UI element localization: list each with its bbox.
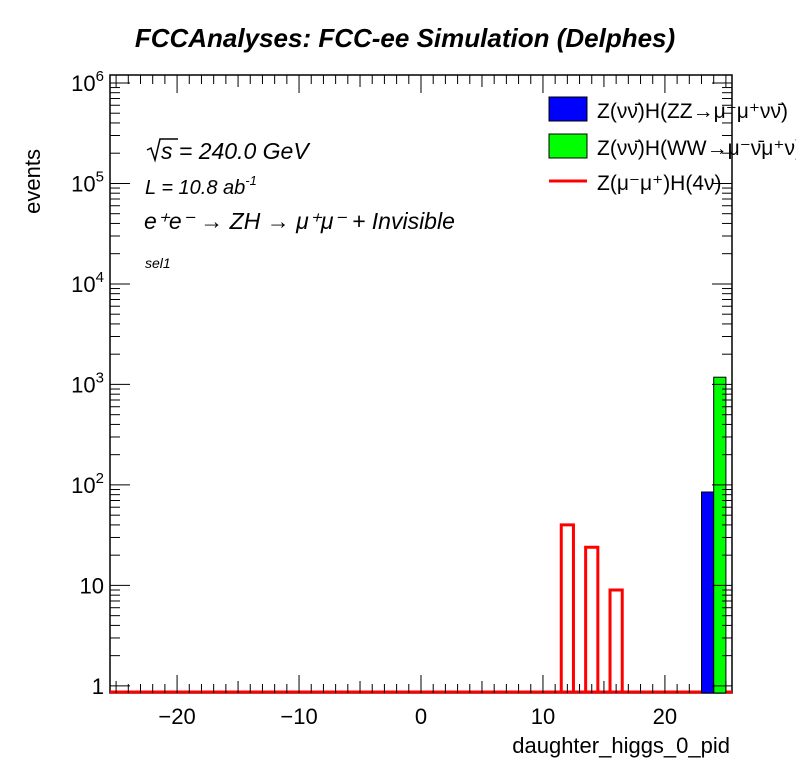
bar-series-2-bin-2 (608, 588, 624, 693)
legend-entry-4nu: Z(μ⁻μ⁺)H(4ν) (549, 172, 722, 195)
y-tick-label: 1 (92, 674, 104, 699)
y-tick-label: 10 (80, 573, 104, 598)
plot-frame (109, 74, 733, 694)
annotation-selection: sel1 (145, 255, 171, 271)
y-tick-label: 104 (71, 269, 104, 297)
annotation-process: e⁺e⁻ → ZH → μ⁺μ⁻ + Invisible (144, 208, 455, 234)
legend: Z(νν̄)H(ZZ→μ⁻μ⁺νν̄) Z(νν̄)H(WW→μ⁻ν̄μ⁺ν) … (548, 96, 796, 195)
y-axis-ticks: 1 10 102 103 104 105 106 (71, 68, 732, 699)
legend-label-ww: Z(νν̄)H(WW→μ⁻ν̄μ⁺ν) (597, 137, 796, 160)
sqrt-symbol (146, 138, 178, 163)
bar-series-1-bin-0 (713, 376, 727, 694)
x-axis-label: daughter_higgs_0_pid (512, 733, 730, 758)
legend-label-4nu: Z(μ⁻μ⁺)H(4ν) (597, 172, 722, 195)
legend-swatch-ww (548, 133, 588, 159)
lumi-text: L = 10.8 ab (145, 177, 245, 199)
bar-series-0-bin-0 (701, 491, 715, 694)
legend-entry-ww: Z(νν̄)H(WW→μ⁻ν̄μ⁺ν) (548, 133, 796, 160)
legend-entry-zz: Z(νν̄)H(ZZ→μ⁻μ⁺νν̄) (548, 96, 788, 123)
chart-title: FCCAnalyses: FCC-ee Simulation (Delphes) (135, 23, 675, 53)
y-tick-label: 105 (71, 168, 104, 196)
annotation-sqrt-s: s = 240.0 GeV (146, 138, 311, 164)
legend-swatch-zz (548, 96, 588, 122)
annotation-lumi: L = 10.8 ab-1 (145, 173, 257, 199)
bars-layer (559, 376, 727, 694)
bar-series-2-bin-1 (584, 545, 600, 693)
sqrt-s-text: s = 240.0 GeV (161, 138, 311, 164)
y-tick-label: 102 (71, 470, 104, 498)
lumi-exponent: -1 (245, 173, 257, 188)
y-tick-label: 103 (71, 369, 104, 397)
x-tick-label: 0 (415, 704, 427, 729)
x-tick-label: −10 (280, 704, 317, 729)
x-tick-label: 10 (531, 704, 555, 729)
x-tick-label: −20 (158, 704, 195, 729)
y-axis-label: events (20, 149, 45, 214)
legend-label-zz: Z(νν̄)H(ZZ→μ⁻μ⁺νν̄) (597, 100, 788, 123)
bar-series-2-bin-0 (559, 523, 575, 693)
y-tick-label: 106 (71, 68, 104, 96)
x-axis-ticks: −20 −10 0 10 20 (115, 75, 727, 729)
x-tick-label: 20 (653, 704, 677, 729)
